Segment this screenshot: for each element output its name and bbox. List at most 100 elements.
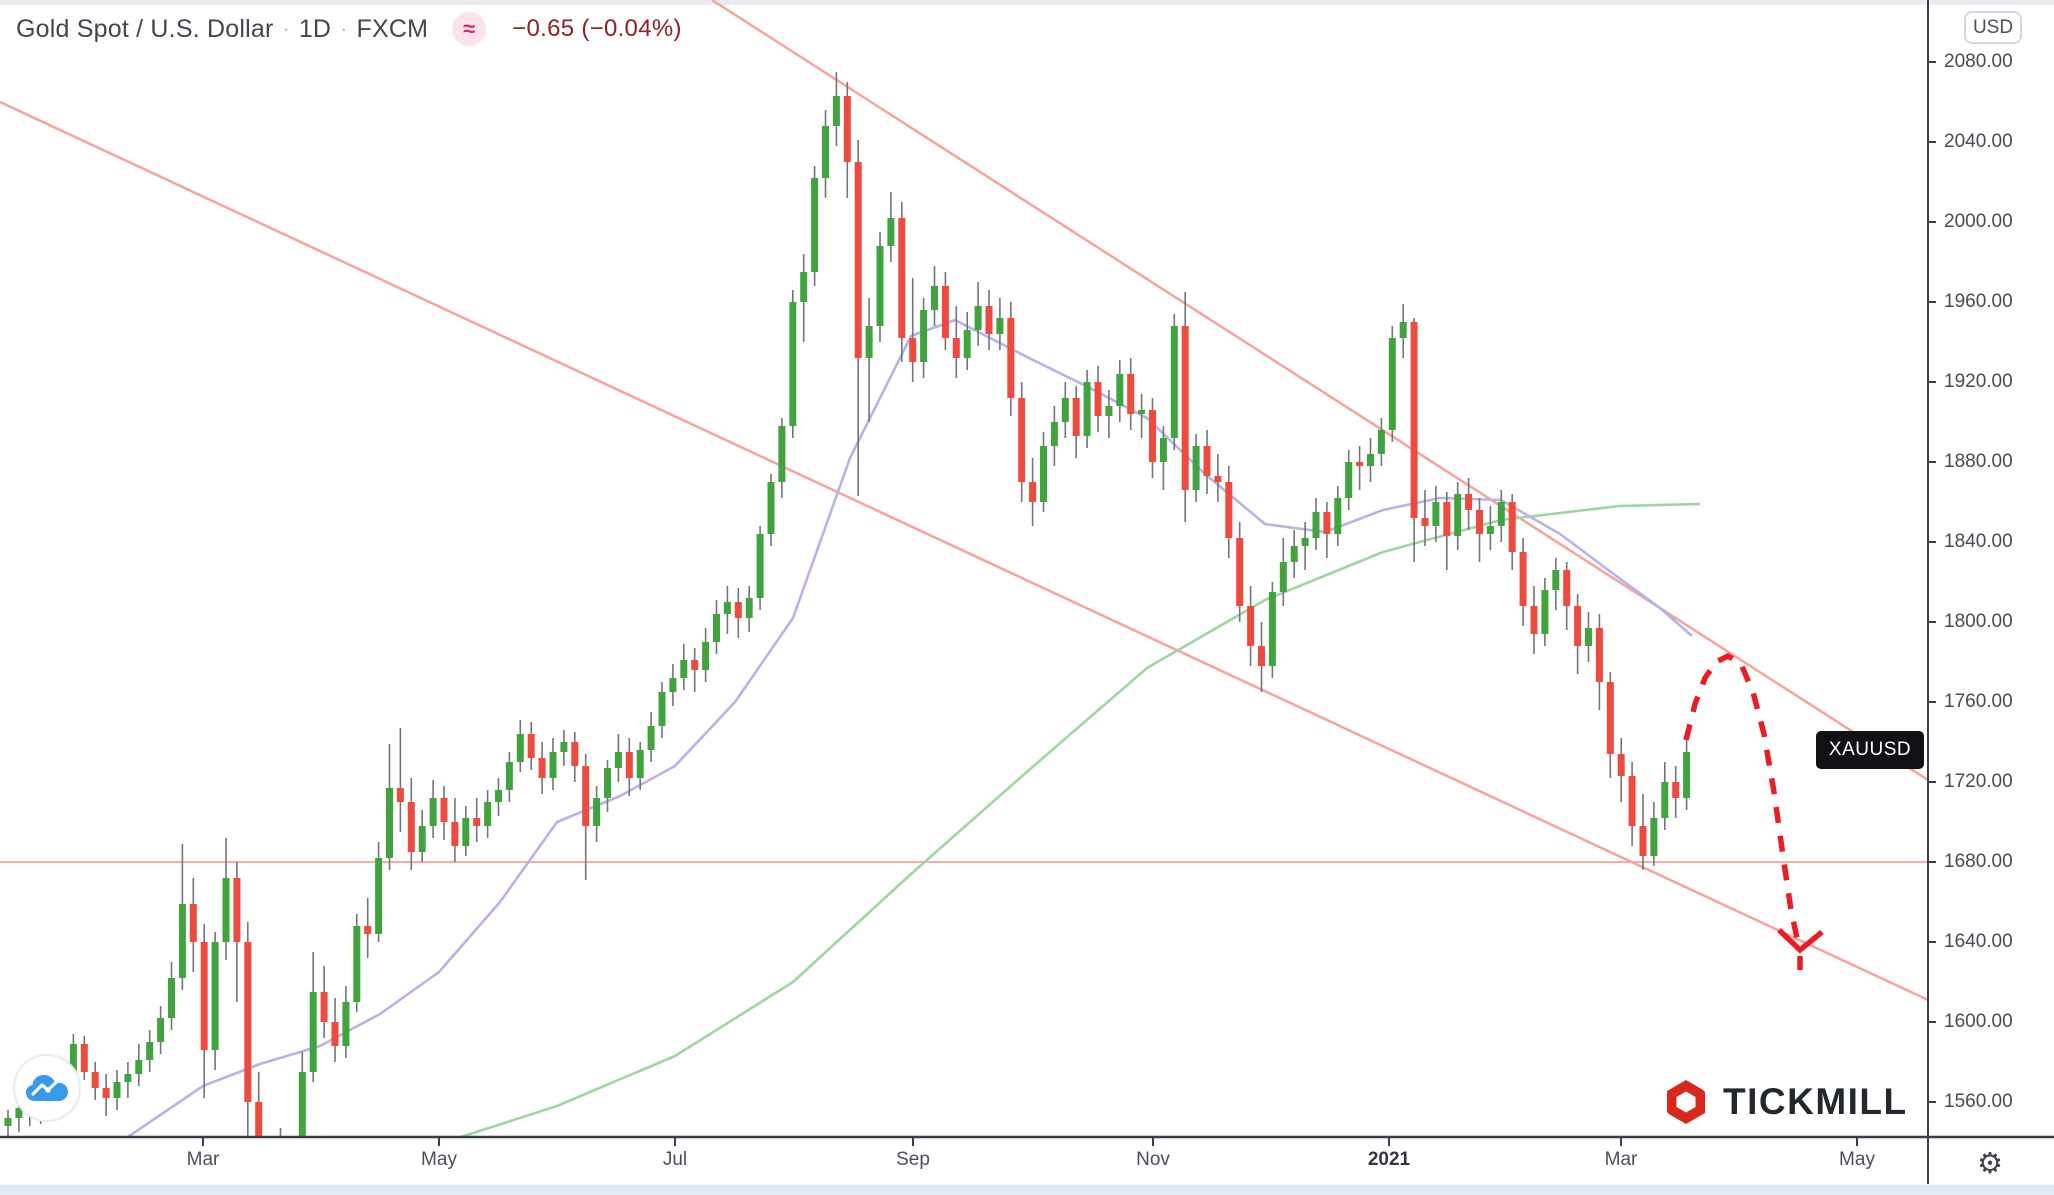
ma-50-line — [125, 318, 1693, 1137]
candle-up — [211, 942, 219, 1050]
data-status-icon[interactable]: ≈ — [452, 12, 487, 46]
candle-down — [407, 802, 415, 852]
candle-down — [691, 660, 699, 670]
candle-up — [560, 742, 568, 752]
candle-down — [1072, 398, 1080, 436]
time-axis[interactable]: Mar May Jul Sep Nov 2021 Mar May — [0, 1137, 1928, 1184]
candle-up — [713, 614, 720, 642]
price-axis-label: 2040.00 — [1944, 131, 2013, 152]
price-axis-label: 1600.00 — [1944, 1011, 2013, 1032]
candle-up — [429, 798, 437, 826]
candle-down — [1606, 682, 1614, 754]
candle-up — [1116, 374, 1124, 406]
candle-down — [1617, 754, 1625, 776]
candle-down — [952, 338, 960, 358]
candle-up — [1170, 326, 1178, 438]
candle-down — [1421, 518, 1429, 526]
candle-up — [549, 752, 557, 778]
candle-up — [1367, 454, 1374, 466]
currency-unit-button[interactable]: USD — [1964, 11, 2022, 44]
candle-up — [745, 598, 753, 618]
candle-up — [1334, 498, 1342, 534]
price-axis-label: 1880.00 — [1944, 451, 2013, 472]
candle-down — [1323, 512, 1331, 534]
candle-down — [1203, 446, 1211, 476]
candle-up — [298, 1072, 306, 1137]
candle-down — [1214, 476, 1222, 482]
candle-down — [985, 306, 993, 334]
candle-down — [1563, 570, 1571, 606]
candle-up — [822, 126, 829, 178]
candle-up — [1083, 382, 1091, 436]
candle-up — [974, 306, 982, 330]
candle-down — [909, 338, 917, 362]
candle-up — [1061, 398, 1069, 422]
interval-label: 1D — [298, 14, 332, 43]
projection-arrow-head — [1777, 928, 1824, 954]
candle-up — [484, 802, 492, 826]
symbol-title: Gold Spot / U.S. Dollar — [16, 14, 274, 43]
candle-up — [636, 750, 644, 778]
symbol-price-tag: XAUUSD — [1816, 731, 1924, 769]
price-axis-label: 1760.00 — [1944, 691, 2013, 712]
candle-down — [527, 734, 535, 758]
candle-up — [1290, 546, 1298, 562]
candle-up — [495, 790, 502, 802]
candle-up — [647, 726, 655, 750]
candle-up — [516, 734, 524, 762]
gear-icon: ⚙ — [1977, 1147, 2003, 1180]
price-axis[interactable]: 2080.00 2040.00 2000.00 1960.00 1920.00 1880.… — [1928, 0, 2054, 1137]
candle-down — [1476, 510, 1483, 534]
candle-down — [1258, 646, 1265, 666]
candle-up — [702, 642, 710, 670]
candle-up — [865, 326, 873, 358]
projection-arrow-arc[interactable] — [1683, 652, 1803, 949]
candle-up — [811, 178, 819, 272]
candle-up — [1399, 322, 1407, 338]
candle-down — [1356, 462, 1364, 466]
candle-down — [331, 1022, 339, 1046]
upper-descending-trendline[interactable] — [711, 0, 1928, 782]
price-axis-label: 1920.00 — [1944, 371, 2013, 392]
window-top-strip — [0, 0, 2054, 5]
bottom-scroll-strip — [0, 1184, 2054, 1195]
candle-down — [1127, 374, 1135, 414]
candle-up — [996, 318, 1004, 334]
candle-up — [1541, 590, 1549, 634]
candle-down — [625, 752, 633, 778]
candle-up — [800, 272, 808, 302]
candle-down — [102, 1088, 110, 1098]
candle-down — [1018, 398, 1026, 482]
candle-down — [244, 942, 252, 1102]
candle-down — [233, 878, 241, 942]
candle-down — [1410, 322, 1418, 518]
candles-layer[interactable] — [4, 72, 1691, 1194]
candle-up — [1552, 570, 1560, 590]
candle-up — [1040, 446, 1047, 502]
time-axis-label: 2021 — [1367, 1149, 1411, 1170]
candle-down — [1530, 606, 1538, 634]
candle-up — [353, 926, 361, 1002]
candle-down — [582, 766, 590, 826]
lower-descending-trendline[interactable] — [0, 100, 1928, 1002]
legend-separator: · — [340, 16, 348, 41]
candle-down — [364, 926, 372, 934]
chart-settings-button[interactable]: ⚙ — [1958, 1143, 2022, 1183]
candle-up — [614, 752, 622, 768]
candle-down — [1672, 782, 1680, 798]
candle-up — [124, 1074, 132, 1082]
price-axis-label: 1720.00 — [1944, 771, 2013, 792]
time-axis-label: Nov — [1136, 1149, 1170, 1170]
ma-200-line — [456, 502, 1701, 1137]
candle-up — [1497, 502, 1505, 526]
tickmill-hex-icon — [1662, 1078, 1710, 1126]
symbol-legend[interactable]: Gold Spot / U.S. Dollar · 1D · FXCM ≈ −0… — [16, 11, 682, 47]
candle-down — [473, 818, 481, 826]
cloud-chart-button[interactable] — [13, 1054, 81, 1122]
plot-area[interactable] — [0, 0, 1928, 1194]
candle-down — [1007, 318, 1015, 398]
price-axis-label: 2000.00 — [1944, 211, 2013, 232]
price-axis-label: 1800.00 — [1944, 611, 2013, 632]
candle-down — [1149, 410, 1156, 462]
